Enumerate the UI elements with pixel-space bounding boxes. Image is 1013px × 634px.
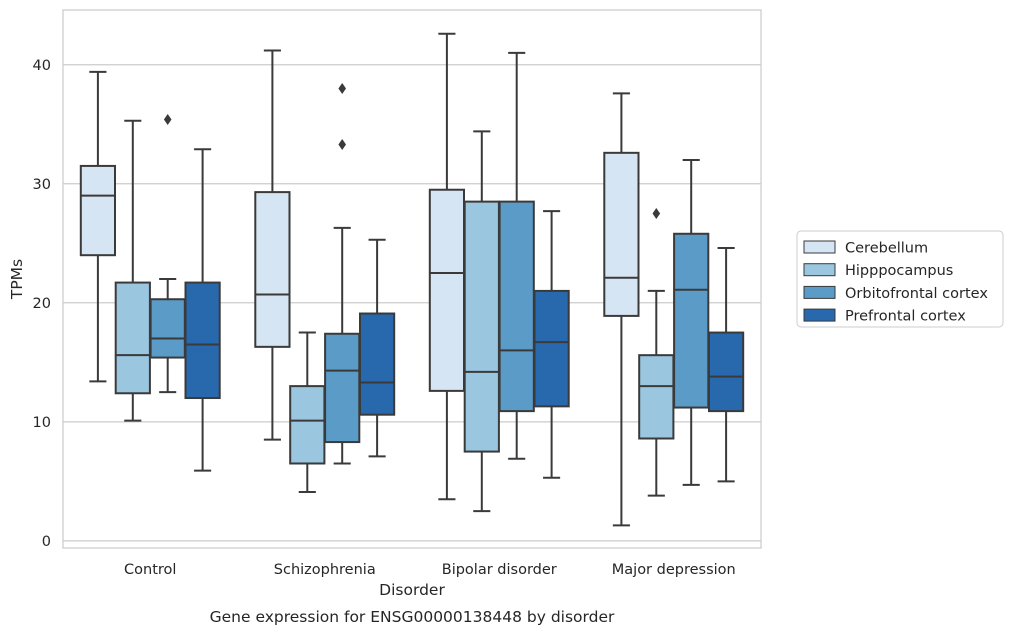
box-orbitofrontal-cortex [498,51,535,460]
box-orbitofrontal-cortex [149,114,186,394]
y-tick-label: 20 [33,296,51,312]
outlier-point [652,208,661,220]
box-hipppocampus [114,119,151,422]
legend-swatch [803,240,836,254]
x-axis-ticks: Control Schizophrenia Bipolar disorder Majo… [124,562,736,578]
iqr-box [707,331,745,413]
outlier-point [338,83,346,95]
x-tick-label: Schizophrenia [274,562,376,578]
legend-label: Hipppocampus [845,263,953,279]
x-tick-label: Major depression [612,562,736,578]
y-axis-label: TPMs [8,259,26,300]
box-hipppocampus [463,130,500,513]
box-cerebellum [428,32,466,501]
iqr-box [603,151,640,317]
y-tick-label: 40 [33,58,51,74]
y-axis-ticks: 0 10 20 30 40 [33,58,51,550]
iqr-box [114,281,151,395]
y-tick-label: 10 [33,415,51,431]
box-prefrontal-cortex [184,148,221,472]
x-axis-label: Disorder [379,581,445,599]
legend: Cerebellum Hipppocampus Orbitofrontal cort… [796,230,1004,328]
box-prefrontal-cortex [533,210,570,479]
iqr-box [254,191,291,348]
outlier-point [163,114,172,126]
iqr-box [463,200,500,453]
iqr-box [533,289,570,408]
iqr-box [289,385,326,465]
legend-frame [796,230,1004,328]
plot-area [79,32,745,527]
iqr-box [673,232,710,409]
legend-swatch [803,263,836,277]
chart-caption: Gene expression for ENSG00000138448 by d… [210,608,615,626]
box-cerebellum [603,92,640,527]
x-tick-label: Control [124,562,176,578]
box-cerebellum [79,70,117,383]
box-hipppocampus [289,331,326,494]
box-orbitofrontal-cortex [324,83,361,465]
iqr-box [149,298,186,359]
legend-label: Prefrontal cortex [845,309,966,325]
iqr-box [79,164,117,257]
box-orbitofrontal-cortex [673,158,710,486]
iqr-box [638,354,675,440]
outlier-point [338,139,346,150]
legend-swatch [803,308,836,322]
iqr-box [498,200,535,413]
plot-frame [62,9,762,549]
box-hipppocampus [638,208,675,497]
iqr-box [324,332,361,444]
y-tick-label: 0 [42,534,51,550]
box-prefrontal-cortex [358,238,396,458]
legend-label: Orbitofrontal cortex [845,286,988,302]
box-cerebellum [254,49,291,441]
legend-swatch [803,285,836,299]
iqr-box [184,281,221,400]
y-tick-label: 30 [33,177,51,193]
x-tick-label: Bipolar disorder [442,562,557,578]
legend-label: Cerebellum [845,241,928,257]
iqr-box [428,188,466,392]
box-prefrontal-cortex [707,247,745,483]
iqr-box [358,312,396,416]
